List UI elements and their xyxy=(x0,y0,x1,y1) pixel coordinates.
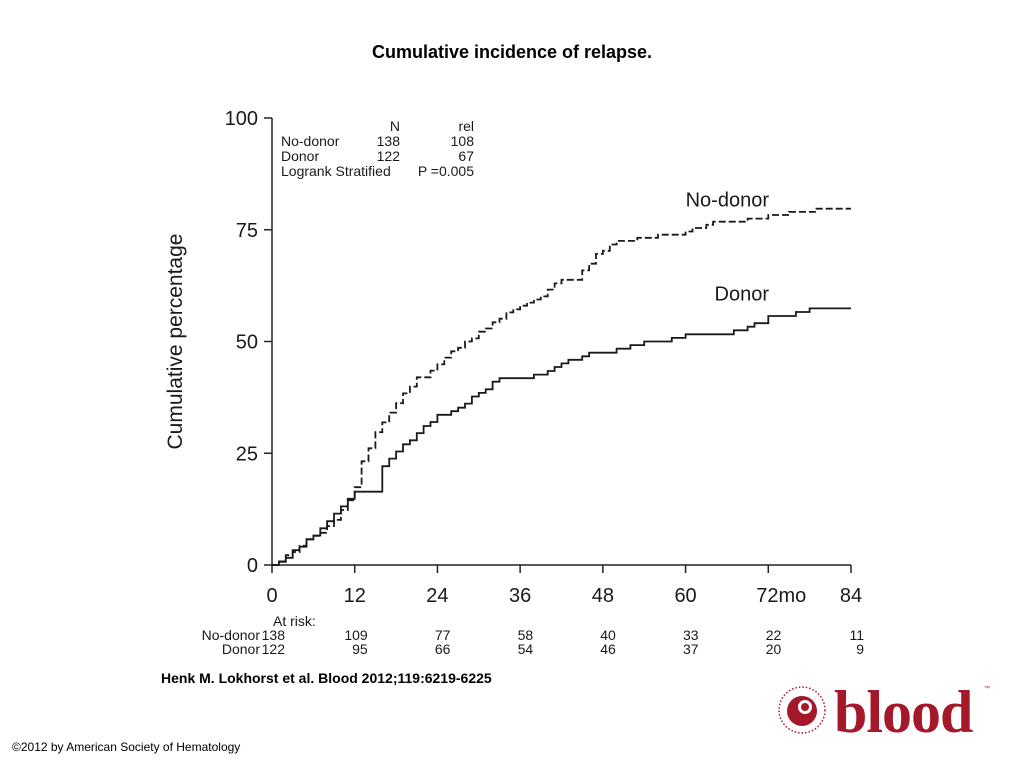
x-tick-label: 36 xyxy=(509,585,531,607)
at-risk-count: 66 xyxy=(435,641,451,657)
chart-axes: 0 25 50 75 100 0 12 24 36 48 60 72mo 84 Cumulative pe… xyxy=(164,108,862,607)
y-tick-label: 100 xyxy=(225,108,258,130)
y-tick-label: 50 xyxy=(236,332,258,354)
legend-cell: No-donor xyxy=(281,133,340,149)
legend-cell: 67 xyxy=(458,148,474,164)
no-donor-curve-label: No-donor xyxy=(686,190,770,212)
y-axis-label: Cumulative percentage xyxy=(164,234,187,450)
x-tick-label: 48 xyxy=(592,585,614,607)
x-tick-label: 0 xyxy=(266,585,277,607)
no-donor-curve xyxy=(272,207,851,566)
ash-seal-icon xyxy=(778,686,826,734)
legend-header: rel xyxy=(458,118,474,134)
blood-journal-logo: blood ™ xyxy=(778,679,990,742)
legend-cell: 138 xyxy=(377,133,401,149)
at-risk-count: 58 xyxy=(518,627,534,643)
x-tick-label: 24 xyxy=(426,585,448,607)
legend-cell: 122 xyxy=(377,148,401,164)
at-risk-count: 11 xyxy=(849,627,864,643)
at-risk-row-label: No-donor xyxy=(202,627,261,643)
donor-curve xyxy=(272,307,851,566)
legend-cell: 108 xyxy=(451,133,475,149)
at-risk-count: 109 xyxy=(344,627,368,643)
p-value: P =0.005 xyxy=(418,163,474,179)
at-risk-count: 138 xyxy=(262,627,286,643)
logrank-label: Logrank Stratified xyxy=(281,163,391,179)
svg-text:™: ™ xyxy=(984,685,990,692)
legend-cell: Donor xyxy=(281,148,319,164)
x-tick-label: 72mo xyxy=(756,585,806,607)
citation: Henk M. Lokhorst et al. Blood 2012;119:6… xyxy=(161,670,492,686)
y-tick-label: 75 xyxy=(236,220,258,242)
at-risk-count: 122 xyxy=(262,641,286,657)
x-tick-label: 84 xyxy=(840,585,862,607)
at-risk-count: 95 xyxy=(352,641,368,657)
at-risk-count: 40 xyxy=(600,627,616,643)
x-tick-label: 12 xyxy=(344,585,366,607)
at-risk-table: At risk: No-donor 138 109 77 58 40 33 22 11 Donor 1… xyxy=(202,613,865,657)
at-risk-title: At risk: xyxy=(273,613,316,629)
at-risk-count: 9 xyxy=(856,641,864,657)
at-risk-count: 46 xyxy=(600,641,616,657)
legend-header: N xyxy=(390,118,400,134)
at-risk-row-label: Donor xyxy=(222,641,260,657)
y-tick-label: 0 xyxy=(247,555,258,577)
blood-wordmark: blood xyxy=(834,679,973,742)
at-risk-count: 37 xyxy=(683,641,699,657)
copyright-notice: ©2012 by American Society of Hematology xyxy=(12,740,241,754)
x-tick-label: 60 xyxy=(674,585,696,607)
at-risk-count: 54 xyxy=(518,641,534,657)
at-risk-count: 33 xyxy=(683,627,699,643)
donor-curve-label: Donor xyxy=(715,283,770,305)
slide-title: Cumulative incidence of relapse. xyxy=(371,42,653,62)
y-tick-label: 25 xyxy=(236,443,258,465)
at-risk-count: 22 xyxy=(766,627,782,643)
chart-curves: No-donor Donor xyxy=(272,190,851,566)
at-risk-count: 77 xyxy=(435,627,451,643)
at-risk-count: 20 xyxy=(766,641,782,657)
